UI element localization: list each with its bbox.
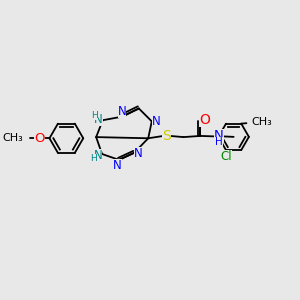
Text: O: O <box>199 112 210 127</box>
Text: Cl: Cl <box>220 150 232 163</box>
Text: H: H <box>90 154 97 163</box>
Text: N: N <box>93 149 102 162</box>
Text: H: H <box>215 136 223 147</box>
Text: N: N <box>214 129 224 142</box>
Text: N: N <box>94 112 103 125</box>
Text: N: N <box>118 106 126 118</box>
Text: S: S <box>162 129 171 143</box>
Text: N: N <box>152 115 161 128</box>
Text: O: O <box>34 132 45 145</box>
Text: H: H <box>91 112 98 121</box>
Text: N: N <box>134 148 143 160</box>
Text: CH₃: CH₃ <box>2 133 23 143</box>
Text: N: N <box>113 158 122 172</box>
Text: CH₃: CH₃ <box>251 118 272 128</box>
